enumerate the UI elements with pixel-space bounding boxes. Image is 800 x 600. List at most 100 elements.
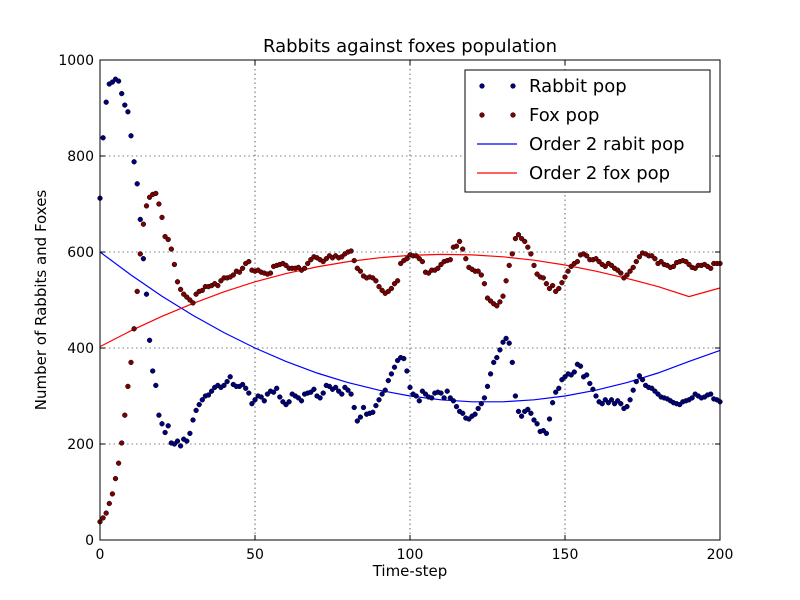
data-point-rabbit-pop — [429, 395, 435, 401]
data-point-rabbit-pop — [497, 347, 503, 353]
data-point-rabbit-pop — [115, 78, 122, 84]
data-point-fox-pop — [236, 269, 243, 275]
data-point-rabbit-pop — [549, 400, 556, 406]
data-point-rabbit-pop — [416, 398, 422, 404]
data-point-rabbit-pop — [587, 380, 593, 387]
data-point-rabbit-pop — [515, 408, 522, 415]
legend-marker-fox-pop — [479, 112, 485, 118]
data-point-rabbit-pop — [177, 443, 184, 449]
chart-title: Rabbits against foxes population — [263, 36, 557, 57]
data-point-rabbit-pop — [553, 389, 559, 395]
data-point-fox-pop — [112, 475, 119, 482]
data-point-rabbit-pop — [413, 393, 419, 399]
data-point-fox-pop — [388, 285, 395, 292]
data-point-rabbit-pop — [618, 401, 624, 407]
data-point-fox-pop — [497, 299, 503, 305]
x-tick-label: 200 — [707, 547, 734, 563]
legend-marker-rabbit-pop — [510, 83, 516, 89]
data-point-rabbit-pop — [286, 399, 292, 405]
data-point-fox-pop — [506, 262, 512, 269]
data-point-fox-pop — [351, 257, 357, 264]
data-point-fox-pop — [522, 238, 528, 245]
data-point-rabbit-pop — [190, 417, 196, 423]
data-point-fox-pop — [460, 246, 466, 252]
data-point-rabbit-pop — [354, 418, 360, 424]
data-point-rabbit-pop — [339, 391, 345, 397]
data-point-rabbit-pop — [460, 410, 466, 416]
legend-entry-rabbit-pop: Rabbit pop — [479, 76, 627, 97]
data-point-rabbit-pop — [494, 354, 500, 361]
legend-entry-fox-pop: Fox pop — [479, 105, 599, 126]
data-point-fox-pop — [267, 270, 274, 276]
data-point-rabbit-pop — [252, 397, 258, 403]
data-point-rabbit-pop — [370, 409, 376, 415]
data-point-rabbit-pop — [150, 368, 156, 374]
data-point-rabbit-pop — [531, 417, 537, 423]
data-point-rabbit-pop — [438, 390, 444, 396]
data-point-rabbit-pop — [506, 340, 512, 346]
data-point-fox-pop — [119, 440, 125, 446]
data-point-rabbit-pop — [689, 395, 695, 401]
data-point-rabbit-pop — [196, 401, 202, 408]
data-point-rabbit-pop — [270, 389, 277, 395]
data-point-fox-pop — [348, 248, 354, 254]
data-point-rabbit-pop — [534, 421, 540, 427]
data-point-rabbit-pop — [441, 395, 447, 401]
data-point-fox-pop — [137, 251, 143, 257]
data-point-rabbit-pop — [125, 109, 131, 115]
data-point-rabbit-pop — [590, 386, 596, 392]
data-point-rabbit-pop — [165, 423, 171, 429]
data-point-rabbit-pop — [320, 390, 326, 396]
data-point-fox-pop — [494, 303, 500, 309]
data-point-rabbit-pop — [100, 135, 106, 141]
data-point-rabbit-pop — [239, 381, 246, 388]
data-point-fox-pop — [453, 243, 460, 249]
data-point-fox-pop — [633, 258, 639, 265]
data-point-rabbit-pop — [478, 401, 484, 407]
data-point-rabbit-pop — [119, 90, 125, 97]
data-point-fox-pop — [168, 246, 174, 252]
data-point-fox-pop — [618, 270, 624, 276]
legend-label-fox-pop: Fox pop — [529, 105, 599, 126]
y-tick-label: 600 — [67, 245, 94, 261]
data-point-rabbit-pop — [261, 398, 267, 404]
data-point-fox-pop — [708, 265, 714, 271]
data-point-fox-pop — [559, 280, 565, 286]
data-point-rabbit-pop — [503, 335, 509, 342]
data-point-fox-pop — [156, 201, 162, 207]
data-point-rabbit-pop — [401, 355, 407, 362]
data-point-fox-pop — [652, 256, 658, 262]
data-point-fox-pop — [636, 254, 643, 260]
legend-label-order-2-rabit-pop: Order 2 rabit pop — [529, 134, 685, 155]
data-point-fox-pop — [125, 383, 131, 390]
data-point-fox-pop — [128, 359, 134, 366]
data-point-rabbit-pop — [332, 384, 339, 391]
data-point-fox-pop — [215, 282, 221, 289]
data-point-fox-pop — [624, 272, 630, 278]
data-point-fox-pop — [419, 258, 426, 265]
data-point-rabbit-pop — [249, 401, 255, 407]
data-point-rabbit-pop — [556, 385, 562, 391]
data-point-rabbit-pop — [153, 382, 159, 389]
data-point-rabbit-pop — [388, 371, 395, 377]
data-point-fox-pop — [478, 272, 484, 278]
data-point-rabbit-pop — [481, 395, 488, 401]
data-point-rabbit-pop — [351, 404, 357, 411]
data-point-rabbit-pop — [472, 411, 478, 417]
data-point-fox-pop — [481, 281, 488, 287]
data-point-rabbit-pop — [382, 387, 388, 393]
data-point-fox-pop — [373, 278, 379, 284]
data-point-rabbit-pop — [571, 369, 577, 375]
data-point-fox-pop — [540, 275, 546, 281]
data-point-rabbit-pop — [162, 429, 168, 436]
data-point-fox-pop — [174, 279, 181, 285]
data-point-fox-pop — [109, 491, 116, 497]
data-point-fox-pop — [456, 238, 463, 245]
data-point-fox-pop — [246, 258, 252, 265]
data-point-rabbit-pop — [122, 102, 128, 108]
data-point-fox-pop — [143, 203, 150, 209]
data-point-rabbit-pop — [143, 291, 150, 297]
data-point-rabbit-pop — [243, 385, 249, 391]
data-point-rabbit-pop — [487, 371, 494, 377]
x-axis-label: Time-step — [372, 562, 448, 580]
